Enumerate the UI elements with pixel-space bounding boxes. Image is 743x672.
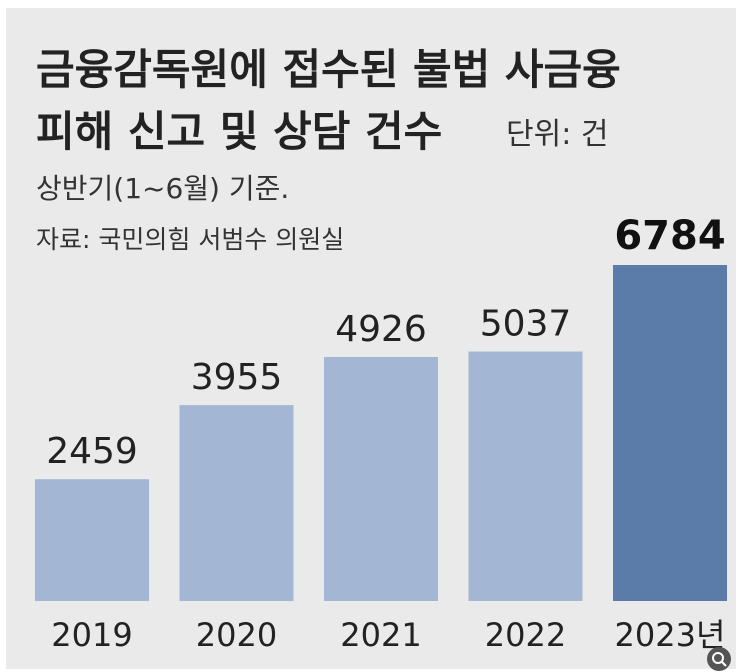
bar-2021 [324, 357, 438, 601]
bar-2023년 [613, 265, 727, 601]
value-labels-group: 2459 3955 4926 5037 6784 [46, 213, 725, 472]
x-tick-2021: 2021 [340, 616, 421, 654]
unit-label: 단위: 건 [506, 117, 608, 152]
x-tick-2019: 2019 [51, 616, 132, 654]
bar-2019 [35, 479, 149, 601]
value-label-2019: 2459 [46, 431, 138, 472]
value-label-2021: 4926 [335, 309, 427, 350]
x-tick-2023년: 2023년 [615, 616, 726, 654]
basis-note: 상반기(1~6월) 기준. [36, 172, 289, 205]
value-label-2022: 5037 [480, 304, 572, 345]
source-label: 자료: 국민의힘 서범수 의원실 [36, 225, 344, 254]
bars-group [35, 265, 727, 601]
zoom-icon[interactable] [706, 646, 732, 672]
x-tick-2020: 2020 [196, 616, 277, 654]
value-label-2020: 3955 [191, 357, 283, 398]
chart-title-line1: 금융감독원에 접수된 불법 사금융 [36, 45, 621, 94]
chart-title-line2: 피해 신고 및 상담 건수 [36, 107, 442, 156]
value-label-2023년: 6784 [614, 213, 725, 259]
x-tick-2022: 2022 [485, 616, 566, 654]
x-axis-ticks: 2019 2020 2021 2022 2023년 [51, 616, 725, 654]
bar-2020 [179, 405, 294, 601]
bar-2022 [468, 351, 583, 601]
